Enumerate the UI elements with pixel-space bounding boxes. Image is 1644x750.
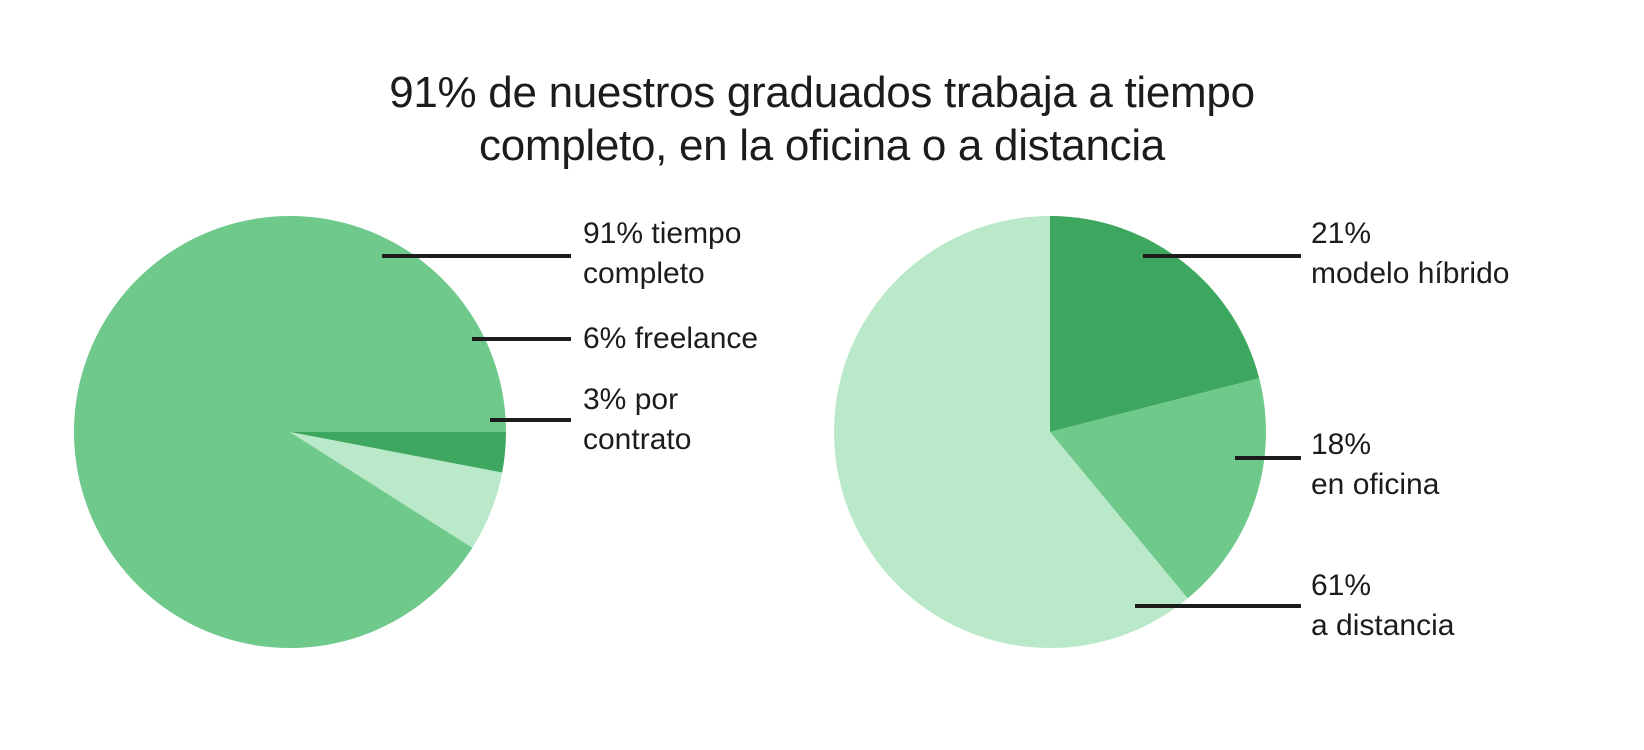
chart-title-line-1: 91% de nuestros graduados trabaja a tiem…	[389, 68, 1255, 117]
pie-chart-work-modality	[833, 216, 1266, 649]
slice-label-full-time: 91% tiempo completo	[583, 217, 742, 290]
pie-slice-contract	[290, 432, 506, 473]
pie-slice-full-time	[74, 215, 506, 648]
pie-slice-freelance	[290, 432, 503, 548]
slice-label-hybrid: 21% modelo híbrido	[1311, 217, 1510, 290]
label-leader-lines	[382, 254, 1301, 608]
pie-slice-remote	[833, 216, 1188, 649]
pie-slice-office	[1050, 378, 1266, 599]
pie-chart-employment-type	[74, 215, 506, 648]
slice-label-freelance: 6% freelance	[583, 322, 759, 355]
slice-label-office: 18% en oficina	[1311, 428, 1440, 501]
pie-slice-hybrid	[1050, 216, 1260, 432]
slice-label-remote: 61% a distancia	[1311, 569, 1455, 642]
chart-title-line-2: completo, en la oficina o a distancia	[479, 121, 1165, 170]
slice-label-contract: 3% por contrato	[583, 383, 692, 456]
chart-title: 91% de nuestros graduados trabaja a tiem…	[0, 66, 1644, 172]
